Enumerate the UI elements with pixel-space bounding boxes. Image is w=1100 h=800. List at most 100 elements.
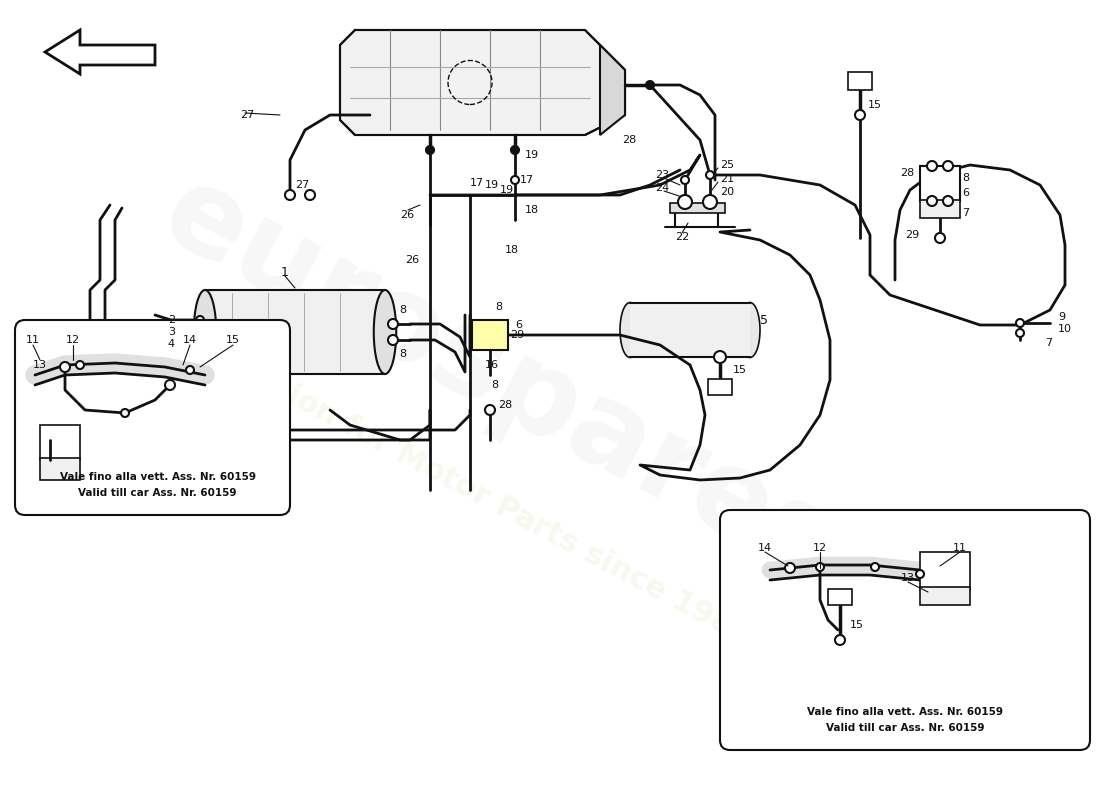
Circle shape: [816, 563, 824, 571]
Text: 4: 4: [168, 339, 175, 349]
Ellipse shape: [620, 302, 640, 358]
Text: 24: 24: [654, 183, 669, 193]
Text: 27: 27: [295, 180, 309, 190]
Polygon shape: [600, 45, 625, 135]
Text: 12: 12: [813, 543, 827, 553]
Circle shape: [388, 335, 398, 345]
Text: Vale fino alla vett. Ass. Nr. 60159: Vale fino alla vett. Ass. Nr. 60159: [807, 707, 1003, 717]
Bar: [708, 379, 732, 395]
Text: 14: 14: [183, 335, 197, 345]
Circle shape: [646, 81, 654, 89]
Circle shape: [785, 563, 795, 573]
Circle shape: [388, 319, 398, 329]
Bar: [472, 320, 508, 350]
Text: 3: 3: [168, 327, 175, 337]
Bar: [670, 203, 725, 213]
Circle shape: [943, 161, 953, 171]
Text: 15: 15: [850, 620, 864, 630]
Text: 7: 7: [1045, 338, 1052, 348]
Text: 11: 11: [953, 543, 967, 553]
Text: 2: 2: [168, 315, 175, 325]
Text: 19: 19: [500, 185, 514, 195]
Text: 19: 19: [525, 150, 539, 160]
Circle shape: [196, 316, 204, 324]
Circle shape: [706, 171, 714, 179]
Text: 1: 1: [282, 266, 289, 278]
Circle shape: [935, 233, 945, 243]
Circle shape: [305, 190, 315, 200]
Text: 29: 29: [510, 330, 525, 340]
Circle shape: [927, 161, 937, 171]
Circle shape: [285, 190, 295, 200]
Text: 23: 23: [654, 170, 669, 180]
Bar: [920, 552, 970, 590]
Text: 8: 8: [495, 302, 502, 312]
Circle shape: [871, 563, 879, 571]
Text: 8: 8: [962, 173, 969, 183]
Text: 13: 13: [33, 360, 47, 370]
Bar: [630, 302, 750, 357]
Circle shape: [855, 110, 865, 120]
Ellipse shape: [740, 302, 760, 358]
FancyBboxPatch shape: [15, 320, 290, 515]
Circle shape: [121, 409, 129, 417]
Text: 9: 9: [1058, 312, 1065, 322]
Text: 27: 27: [240, 110, 254, 120]
Text: 18: 18: [525, 205, 539, 215]
Circle shape: [943, 196, 953, 206]
Text: Valid till car Ass. Nr. 60159: Valid till car Ass. Nr. 60159: [826, 723, 984, 733]
Circle shape: [835, 635, 845, 645]
Text: 10: 10: [1058, 324, 1072, 334]
Text: 28: 28: [900, 168, 914, 178]
Bar: [40, 425, 80, 460]
Circle shape: [286, 191, 294, 198]
Text: 15: 15: [733, 365, 747, 375]
Bar: [205, 290, 385, 374]
Circle shape: [196, 340, 204, 348]
Text: 26: 26: [405, 255, 419, 265]
Text: 8: 8: [492, 380, 498, 390]
Polygon shape: [340, 30, 625, 135]
Bar: [848, 72, 872, 90]
Circle shape: [678, 195, 692, 209]
Circle shape: [165, 380, 175, 390]
Text: a passion for Motor Parts since 1985: a passion for Motor Parts since 1985: [185, 329, 756, 651]
Circle shape: [485, 405, 495, 415]
Ellipse shape: [194, 290, 217, 374]
Circle shape: [426, 146, 434, 154]
Text: 20: 20: [720, 187, 734, 197]
Text: 19: 19: [485, 180, 499, 190]
Circle shape: [916, 570, 924, 578]
Polygon shape: [45, 30, 155, 74]
Circle shape: [714, 351, 726, 363]
Text: 16: 16: [485, 360, 499, 370]
Text: 15: 15: [226, 335, 240, 345]
Text: 25: 25: [720, 160, 734, 170]
FancyBboxPatch shape: [720, 510, 1090, 750]
Text: 28: 28: [621, 135, 636, 145]
Bar: [828, 589, 852, 605]
Text: 28: 28: [498, 400, 513, 410]
Text: Valid till car Ass. Nr. 60159: Valid till car Ass. Nr. 60159: [78, 488, 236, 498]
Text: 21: 21: [720, 174, 734, 184]
Bar: [920, 166, 960, 201]
Circle shape: [186, 366, 194, 374]
Text: 14: 14: [758, 543, 772, 553]
Circle shape: [1016, 329, 1024, 337]
Circle shape: [703, 195, 717, 209]
Text: 29: 29: [905, 230, 920, 240]
Text: 8: 8: [399, 349, 407, 359]
Text: 7: 7: [962, 208, 969, 218]
Circle shape: [60, 362, 70, 372]
Text: 12: 12: [66, 335, 80, 345]
Text: 11: 11: [26, 335, 40, 345]
Text: 6: 6: [515, 320, 522, 330]
Text: Vale fino alla vett. Ass. Nr. 60159: Vale fino alla vett. Ass. Nr. 60159: [59, 472, 255, 482]
Bar: [920, 200, 960, 218]
Text: 6: 6: [962, 188, 969, 198]
Text: 26: 26: [400, 210, 414, 220]
Text: 22: 22: [675, 232, 690, 242]
Text: 15: 15: [868, 100, 882, 110]
Text: 8: 8: [399, 305, 407, 315]
Ellipse shape: [374, 290, 396, 374]
